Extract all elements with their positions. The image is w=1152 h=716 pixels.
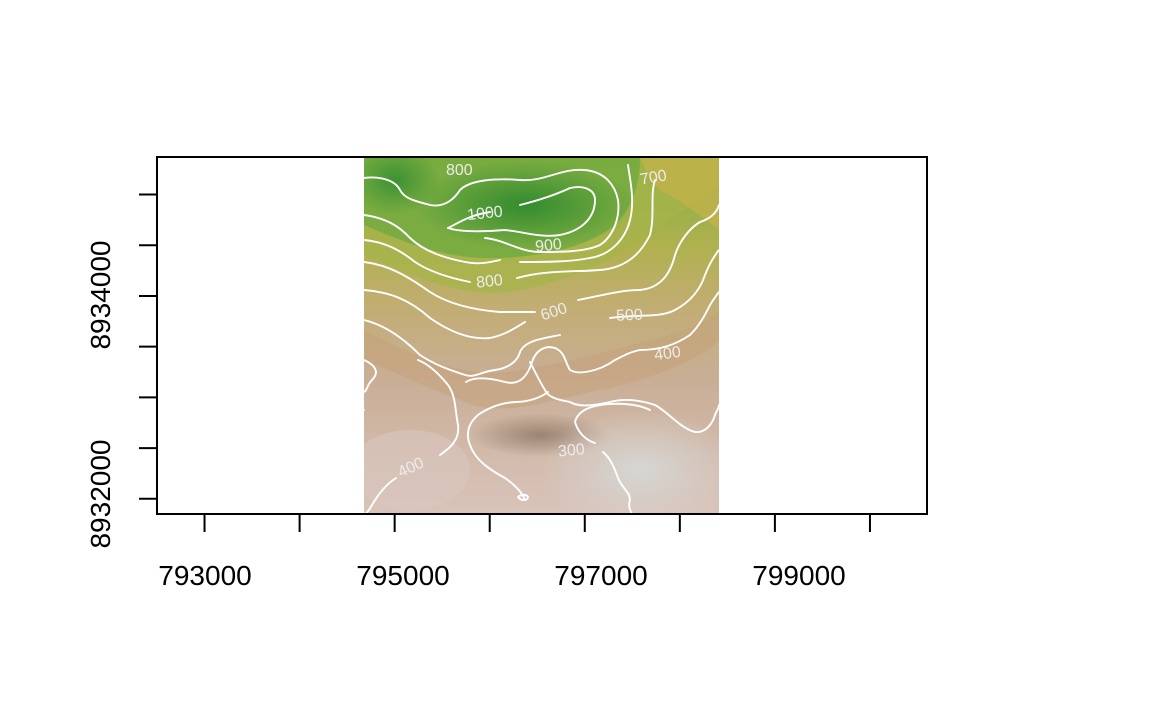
contour-line [516, 179, 656, 279]
x-tick-label: 799000 [752, 560, 845, 591]
contour-line [574, 402, 651, 444]
contour-line [364, 289, 526, 340]
x-tick-label: 797000 [554, 560, 647, 591]
contour-line [467, 391, 549, 501]
y-axis-labels: 8932000 8934000 [85, 240, 116, 548]
y-tick-label: 8934000 [85, 240, 116, 349]
contour-line [517, 493, 529, 501]
contour-label: 300 [557, 441, 585, 460]
contour-line [364, 168, 620, 253]
contour-label: 700 [639, 167, 668, 188]
contour-line [602, 451, 633, 514]
x-tick-label: 795000 [356, 560, 449, 591]
plot-frame [156, 156, 928, 515]
contour-label: 400 [653, 344, 682, 365]
contour-line [529, 361, 719, 433]
contour-label: 500 [616, 306, 644, 324]
contour-line [364, 359, 377, 393]
x-axis-labels: 793000 795000 797000 799000 [158, 560, 845, 591]
contour-line [609, 249, 719, 319]
contour-label: 800 [475, 272, 503, 292]
contour-line [364, 239, 471, 283]
contour-line [447, 211, 491, 229]
x-tick-label: 793000 [158, 560, 251, 591]
elevation-raster [364, 157, 719, 514]
contour-line [465, 346, 641, 384]
y-tick-label: 8932000 [85, 439, 116, 548]
contour-line [447, 186, 596, 237]
contour-label: 1000 [466, 204, 503, 225]
contour-line [639, 291, 719, 351]
contour-line [417, 359, 460, 456]
contour-line [519, 164, 634, 263]
contour-label: 800 [446, 162, 473, 179]
contour-line [364, 261, 536, 313]
contour-lines [364, 164, 719, 514]
contour-line [364, 319, 561, 377]
contour-line [577, 204, 719, 301]
contour-labels: 800 700 1000 900 800 600 500 400 400 300 [395, 162, 682, 481]
contour-label: 900 [534, 236, 562, 256]
x-axis [203, 514, 871, 532]
y-axis [139, 193, 157, 500]
contour-line [364, 214, 501, 265]
